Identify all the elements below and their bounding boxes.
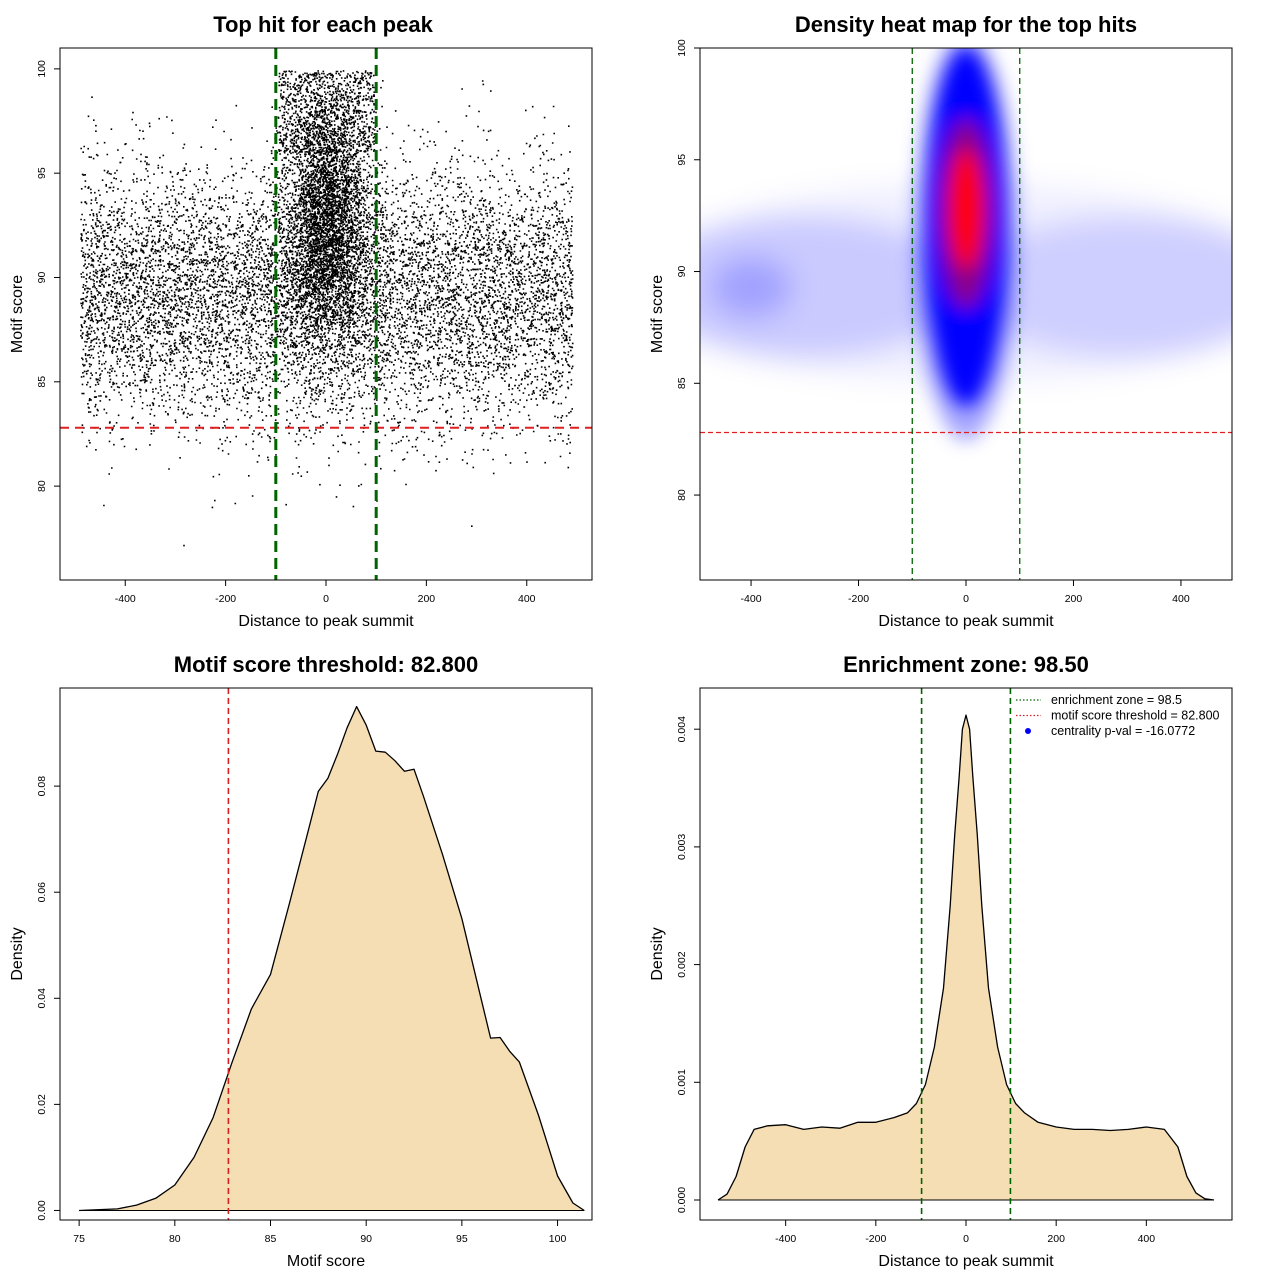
heatmap-density bbox=[700, 48, 1232, 580]
left-density bbox=[700, 217, 965, 358]
x-tick-label: 0 bbox=[323, 593, 329, 605]
y-tick-label: 80 bbox=[676, 489, 688, 501]
y-tick-label: 0.002 bbox=[676, 951, 688, 977]
y-tick-label: 80 bbox=[36, 480, 48, 492]
plot-frame bbox=[59, 687, 593, 1221]
density-curve bbox=[717, 714, 1215, 1201]
x-tick-label: -200 bbox=[865, 1233, 886, 1245]
density-core bbox=[914, 48, 1018, 441]
y-tick-label: 100 bbox=[676, 39, 688, 57]
y-tick-label: 0.02 bbox=[36, 1094, 48, 1115]
y-tick-label: 90 bbox=[36, 271, 48, 283]
y-axis: 80 85 90 95 100 bbox=[36, 60, 60, 492]
left-hotspot bbox=[711, 257, 792, 318]
reference-lines bbox=[700, 48, 1232, 580]
y-tick-label: 0.08 bbox=[36, 776, 48, 797]
x-tick-label: -200 bbox=[215, 593, 236, 605]
legend-label: enrichment zone = 98.5 bbox=[1051, 693, 1182, 707]
score-density-panel: Motif score threshold: 82.800 75 80 85 90 95… bbox=[9, 652, 593, 1270]
data-points bbox=[80, 70, 574, 547]
y-axis-label: Density bbox=[9, 927, 26, 980]
x-axis-label: Distance to peak summit bbox=[238, 613, 414, 630]
y-tick-label: 95 bbox=[676, 154, 688, 166]
x-tick-label: 80 bbox=[169, 1233, 181, 1245]
chart-title: Motif score threshold: 82.800 bbox=[174, 652, 478, 677]
y-tick-label: 100 bbox=[36, 60, 48, 78]
legend-marker bbox=[1025, 728, 1031, 734]
y-tick-label: 0.003 bbox=[676, 834, 688, 860]
x-tick-label: 100 bbox=[549, 1233, 567, 1245]
y-tick-label: 0.00 bbox=[36, 1200, 48, 1221]
x-tick-label: 400 bbox=[518, 593, 536, 605]
y-tick-label: 0.001 bbox=[676, 1069, 688, 1095]
density-area bbox=[79, 705, 585, 1212]
y-tick-label: 0.004 bbox=[676, 716, 688, 742]
core-red bbox=[949, 148, 983, 269]
x-axis: -400 -200 0 200 400 bbox=[741, 580, 1190, 605]
reference-lines bbox=[60, 48, 592, 580]
x-tick-label: -400 bbox=[115, 593, 136, 605]
x-tick-label: 0 bbox=[963, 593, 969, 605]
scatter-panel: Top hit for each peak -400 -200 0 200 400 80… bbox=[9, 12, 593, 630]
x-tick-label: 85 bbox=[265, 1233, 277, 1245]
chart-title: Enrichment zone: 98.50 bbox=[843, 652, 1089, 677]
y-tick-label: 90 bbox=[676, 266, 688, 278]
legend-label: centrality p-val = -16.0772 bbox=[1051, 724, 1195, 738]
x-tick-label: -400 bbox=[741, 593, 762, 605]
legend: enrichment zone = 98.5 motif score thresh… bbox=[1016, 693, 1220, 738]
x-tick-label: -400 bbox=[775, 1233, 796, 1245]
y-axis: 0.00 0.02 0.04 0.06 0.08 bbox=[36, 776, 60, 1221]
density-fill bbox=[79, 706, 585, 1211]
x-axis-label: Distance to peak summit bbox=[878, 613, 1054, 630]
reference-lines bbox=[920, 688, 1012, 1220]
x-tick-label: 0 bbox=[963, 1233, 969, 1245]
y-axis: 80 85 90 95 100 bbox=[676, 39, 700, 501]
density-area bbox=[717, 714, 1215, 1201]
x-tick-label: 200 bbox=[1047, 1233, 1065, 1245]
x-tick-label: 400 bbox=[1138, 1233, 1156, 1245]
distance-density-panel: Enrichment zone: 98.50 -400 -200 0 200 400 0… bbox=[649, 652, 1233, 1270]
scatter-points bbox=[80, 70, 574, 547]
y-axis-label: Motif score bbox=[649, 275, 666, 353]
x-tick-label: 75 bbox=[73, 1233, 85, 1245]
x-tick-label: 90 bbox=[360, 1233, 372, 1245]
x-tick-label: 400 bbox=[1172, 593, 1190, 605]
y-tick-label: 0.06 bbox=[36, 882, 48, 903]
y-tick-label: 85 bbox=[36, 376, 48, 388]
x-tick-label: 200 bbox=[1065, 593, 1083, 605]
x-tick-label: 95 bbox=[456, 1233, 468, 1245]
y-axis-label: Density bbox=[649, 927, 666, 980]
x-axis: -400 -200 0 200 400 bbox=[115, 580, 536, 605]
heatmap-panel: Density heat map for the top hits -400 -2… bbox=[649, 12, 1233, 630]
right-density bbox=[967, 217, 1232, 358]
x-axis-label: Distance to peak summit bbox=[878, 1253, 1054, 1270]
y-tick-label: 0.000 bbox=[676, 1187, 688, 1213]
y-tick-label: 95 bbox=[36, 167, 48, 179]
y-tick-label: 85 bbox=[676, 377, 688, 389]
x-axis-label: Motif score bbox=[287, 1253, 365, 1270]
density-fill bbox=[718, 715, 1214, 1200]
x-axis: 75 80 85 90 95 100 bbox=[73, 1220, 566, 1245]
x-tick-label: -200 bbox=[848, 593, 869, 605]
x-tick-label: 200 bbox=[418, 593, 436, 605]
y-axis-label: Motif score bbox=[9, 275, 26, 353]
legend-label: motif score threshold = 82.800 bbox=[1051, 709, 1220, 723]
y-tick-label: 0.04 bbox=[36, 988, 48, 1009]
chart-title: Top hit for each peak bbox=[213, 12, 433, 37]
chart-title: Density heat map for the top hits bbox=[795, 12, 1137, 37]
density-curve bbox=[79, 705, 585, 1212]
x-axis: -400 -200 0 200 400 bbox=[775, 1220, 1155, 1245]
y-axis: 0.000 0.001 0.002 0.003 0.004 bbox=[676, 716, 700, 1213]
